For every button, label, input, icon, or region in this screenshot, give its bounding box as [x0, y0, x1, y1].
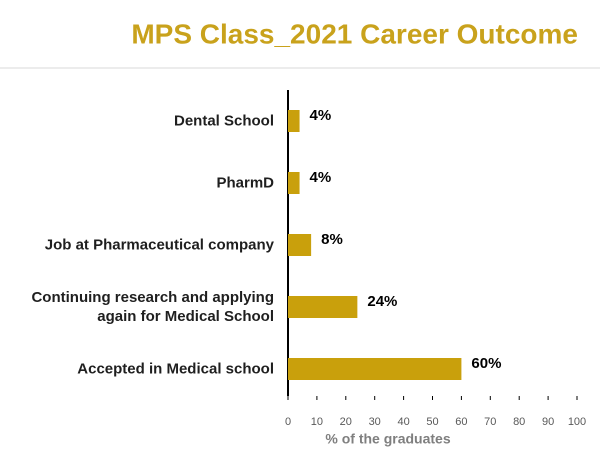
y-tick-label: Continuing research and applying again f…: [31, 289, 274, 325]
bar: [288, 110, 300, 132]
bar: [288, 172, 300, 194]
value-label: 4%: [310, 169, 332, 186]
value-label: 4%: [310, 107, 332, 124]
y-tick-label: Job at Pharmaceutical company: [44, 236, 274, 254]
x-tick-label: 0: [285, 416, 291, 428]
x-tick-label: 40: [397, 416, 409, 428]
y-tick-label: Dental School: [173, 112, 274, 130]
bar: [288, 234, 312, 256]
value-label: 60%: [471, 355, 501, 372]
x-tick-label: 80: [513, 416, 525, 428]
x-axis-label: % of the graduates: [325, 431, 450, 447]
y-tick-label: PharmD: [216, 174, 274, 192]
x-tick-label: 30: [369, 416, 381, 428]
x-tick-label: 90: [542, 416, 554, 428]
x-tick-label: 20: [340, 416, 352, 428]
x-tick-label: 10: [311, 416, 323, 428]
value-label: 8%: [321, 231, 343, 248]
x-tick-label: 70: [484, 416, 496, 428]
bar: [288, 296, 358, 318]
x-tick-label: 60: [455, 416, 467, 428]
chart-title: MPS Class_2021 Career Outcome: [131, 18, 578, 49]
y-tick-label: Accepted in Medical school: [77, 360, 274, 378]
x-tick-label: 100: [568, 416, 586, 428]
bar: [288, 358, 462, 380]
value-label: 24%: [367, 293, 397, 310]
x-tick-label: 50: [426, 416, 438, 428]
